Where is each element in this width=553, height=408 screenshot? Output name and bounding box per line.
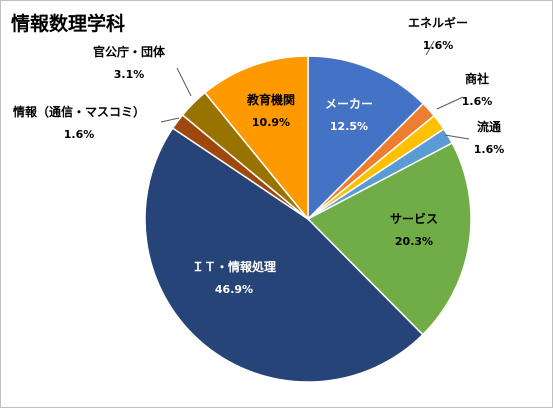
slice-5-label: サービス [390,211,438,226]
slice-2-leader-line [425,40,435,56]
chart-title: 情報数理学科 [11,13,126,35]
slice-2-value-label: 1.6% [423,39,454,52]
slice-6-label: ＩＴ・情報処理 [192,259,276,274]
slice-7-label: 情報（通信・マスコミ） [13,104,145,119]
slice-4-leader-line [444,134,470,140]
slice-5-value-label: 20.3% [395,235,433,248]
slice-4-value-label: 1.6% [474,143,505,156]
slice-2-label: エネルギー [408,15,468,30]
slice-3-label: 商社 [465,71,489,86]
slice-4-label: 流通 [477,119,501,134]
slice-6-value-label: 46.9% [215,283,253,296]
slice-7-leader-line [160,117,180,123]
slice-9-label: 教育機関 [246,92,295,107]
slice-8-leader-line [176,67,192,97]
slice-3-leader-line [436,96,464,110]
slice-1 [307,55,425,221]
slice-9-value-label: 10.9% [252,116,290,129]
slice-8-label: 官公庁・団体 [93,44,166,59]
slice-8-value-label: 3.1% [114,68,145,81]
slice-1-value-label: 12.5% [330,120,368,133]
slice-3-value-label: 1.6% [462,95,493,108]
slice-7-value-label: 1.6% [64,128,95,141]
slice-6 [144,127,424,383]
slice-5 [306,142,472,336]
slice-1-label: メーカー [325,97,373,111]
slice-9 [203,55,309,222]
